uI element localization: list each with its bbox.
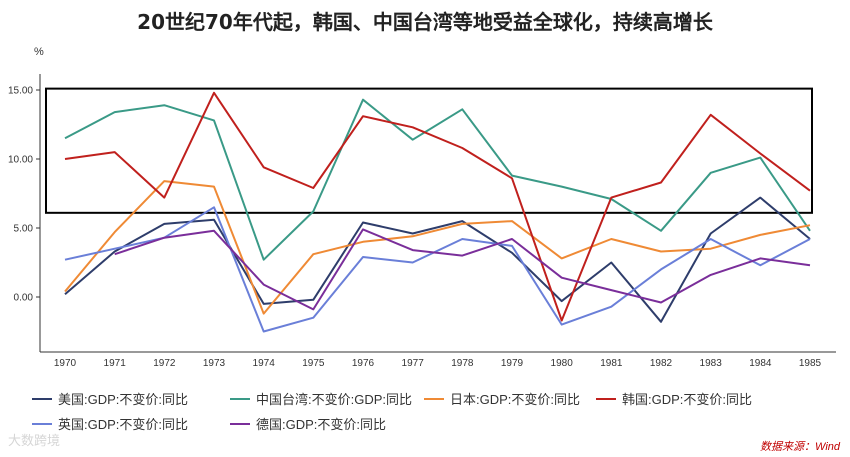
x-tick-label: 1972 bbox=[153, 358, 176, 369]
series-line-2 bbox=[64, 98, 811, 261]
highlight-box bbox=[45, 87, 813, 214]
series-line-1 bbox=[64, 196, 811, 323]
series-lines bbox=[64, 91, 811, 333]
axes bbox=[36, 74, 836, 353]
series-line-6 bbox=[114, 228, 811, 311]
y-tick-label: 15.00 bbox=[8, 86, 33, 97]
x-tick-label: 1983 bbox=[700, 358, 723, 369]
legend-label: 英国:GDP:不变价:同比 bbox=[58, 417, 189, 432]
x-tick-label: 1976 bbox=[352, 358, 375, 369]
legend-label: 日本:GDP:不变价:同比 bbox=[450, 392, 581, 407]
legend-item[interactable]: 韩国:GDP:不变价:同比 bbox=[596, 389, 752, 408]
series-line-3 bbox=[64, 180, 811, 315]
x-tick-label: 1970 bbox=[54, 358, 77, 369]
x-tick-label: 1978 bbox=[451, 358, 474, 369]
legend-label: 德国:GDP:不变价:同比 bbox=[256, 417, 387, 432]
legend-item[interactable]: 美国:GDP:不变价:同比 bbox=[32, 389, 188, 408]
tick-labels: 0.00 5.00 10.00 15.00 1970 1971 1972 1973 1974 19… bbox=[8, 86, 822, 370]
x-tick-label: 1984 bbox=[749, 358, 772, 369]
x-tick-label: 1974 bbox=[253, 358, 276, 369]
y-axis-unit: % bbox=[34, 46, 44, 58]
highlight-rectangle bbox=[45, 87, 813, 214]
chart-title: 20世纪70年代起，韩国、中国台湾等地受益全球化，持续高增长 bbox=[137, 10, 713, 34]
x-tick-label: 1971 bbox=[104, 358, 127, 369]
legend-item[interactable]: 英国:GDP:不变价:同比 bbox=[32, 414, 188, 433]
x-tick-label: 1973 bbox=[203, 358, 226, 369]
x-tick-label: 1977 bbox=[402, 358, 425, 369]
y-tick-label: 0.00 bbox=[14, 293, 34, 304]
legend-swatch bbox=[230, 397, 250, 400]
series-line-4 bbox=[64, 91, 811, 322]
legend-item[interactable]: 德国:GDP:不变价:同比 bbox=[230, 414, 386, 433]
x-tick-label: 1980 bbox=[551, 358, 574, 369]
line-chart: 0.00 5.00 10.00 15.00 1970 1971 1972 1973 1974 19… bbox=[8, 74, 836, 370]
legend-swatch bbox=[32, 422, 52, 425]
legend-label: 美国:GDP:不变价:同比 bbox=[58, 392, 189, 407]
legend-swatch bbox=[32, 397, 52, 400]
x-tick-label: 1982 bbox=[650, 358, 673, 369]
x-tick-label: 1979 bbox=[501, 358, 524, 369]
x-tick-label: 1975 bbox=[302, 358, 325, 369]
watermark-logo: 大数跨境 bbox=[8, 433, 61, 448]
legend-label: 中国台湾:不变价:GDP:同比 bbox=[256, 392, 413, 407]
source-note: 数据来源：Wind bbox=[760, 441, 840, 453]
legend-swatch bbox=[230, 422, 250, 425]
legend-label: 韩国:GDP:不变价:同比 bbox=[622, 392, 753, 407]
x-tick-label: 1981 bbox=[600, 358, 623, 369]
legend-item[interactable]: 中国台湾:不变价:GDP:同比 bbox=[230, 389, 412, 408]
legend-item[interactable]: 日本:GDP:不变价:同比 bbox=[424, 389, 580, 408]
y-tick-label: 5.00 bbox=[14, 224, 34, 235]
legend-swatch bbox=[424, 397, 444, 400]
legend-swatch bbox=[596, 397, 616, 400]
y-tick-label: 10.00 bbox=[8, 155, 33, 166]
series-line-5 bbox=[64, 206, 811, 333]
x-tick-label: 1985 bbox=[799, 358, 822, 369]
